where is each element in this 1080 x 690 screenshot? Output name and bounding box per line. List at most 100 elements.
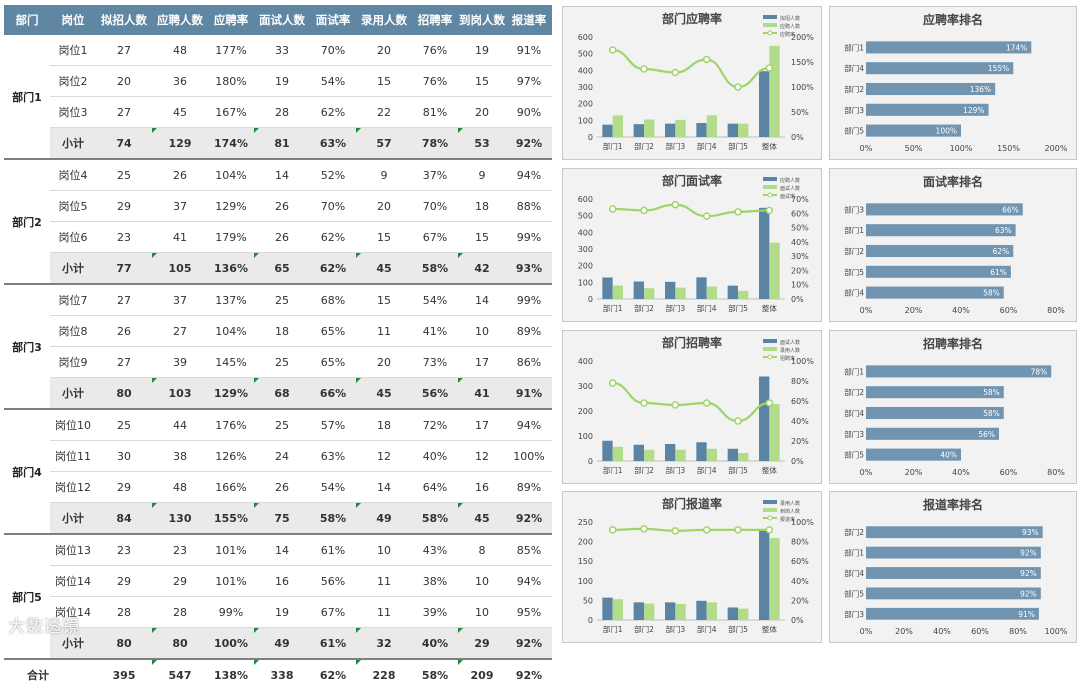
legend-swatch <box>763 23 777 27</box>
column-header: 应聘率 <box>208 5 254 35</box>
table-cell: 19 <box>254 65 310 97</box>
rank-panel-interview-rate: 面试率排名 0% 20% 40% 60% 80% 部门3 66% 部门1 63% 部门2 62% 部门5… <box>829 168 1077 322</box>
table-cell: 48 <box>152 471 208 503</box>
table-cell: 9 <box>458 159 506 191</box>
subtotal-cell: 小计 <box>50 377 96 410</box>
x-tick-label: 0% <box>860 306 873 315</box>
y-category-label: 部门4 <box>844 408 864 418</box>
recruitment-table: 部门 岗位 拟招人数 应聘人数 应聘率 面试人数 面试率 录用人数 招聘率 到岗人数 报道率 部门1… <box>4 5 552 690</box>
subtotal-row: 小计 80 103 129% 68 66% 45 56% 41 91% <box>4 377 552 410</box>
table-cell: 56% <box>310 565 356 597</box>
legend-swatch <box>763 185 777 189</box>
rank-chart-hire-rate: 招聘率排名 0% 20% 40% 60% 80% 部门1 78% 部门2 58% 部门4 58% 部门3… <box>844 336 1065 477</box>
bar-data-label: 58% <box>983 289 1000 298</box>
table-row: 岗位11 30 38 126% 24 63% 12 40% 12 100% <box>4 440 552 472</box>
y-tick-label: 250 <box>578 518 593 527</box>
y-category-label: 部门1 <box>844 548 864 558</box>
x-tick-label: 整体 <box>762 465 777 475</box>
y2-tick-label: 0% <box>791 457 804 466</box>
y-category-label: 部门5 <box>844 588 864 598</box>
y-tick-label: 400 <box>578 66 593 75</box>
table-cell: 15 <box>356 65 412 97</box>
subtotal-cell: 103 <box>152 377 208 410</box>
subtotal-cell: 105 <box>152 252 208 285</box>
y2-tick-label: 0% <box>791 616 804 625</box>
x-tick-label: 部门3 <box>665 141 685 151</box>
rank-bar <box>866 365 1052 378</box>
bar-series2 <box>644 288 655 299</box>
rate-point <box>671 527 680 535</box>
rank-bar <box>866 607 1039 620</box>
table-cell: 岗位7 <box>50 284 96 316</box>
y-category-label: 部门3 <box>844 429 864 439</box>
x-tick-label: 0% <box>860 468 873 477</box>
y-tick-label: 300 <box>578 245 593 254</box>
legend-label: 面试人数 <box>780 185 800 192</box>
table-cell: 27 <box>96 35 152 66</box>
bar-series1 <box>633 602 644 620</box>
y-category-label: 部门5 <box>844 126 864 136</box>
table-cell: 11 <box>356 596 412 628</box>
table-cell: 岗位4 <box>50 159 96 191</box>
rate-point <box>734 526 742 534</box>
rank-chart-apply-rate: 应聘率排名 0% 50% 100% 150% 200% 部门1 174% 部门4 155% 部门2 1… <box>844 12 1068 153</box>
column-header: 到岗人数 <box>458 5 506 35</box>
table-cell: 10 <box>458 596 506 628</box>
bar-data-label: 136% <box>970 85 991 94</box>
y2-tick-label: 50% <box>791 224 809 233</box>
table-cell: 176% <box>208 409 254 441</box>
table-cell: 39 <box>152 346 208 378</box>
subtotal-cell: 93% <box>506 252 552 285</box>
subtotal-cell: 129 <box>152 127 208 160</box>
table-cell: 8 <box>458 534 506 566</box>
y-category-label: 部门5 <box>844 267 864 277</box>
bar-series2 <box>769 538 780 620</box>
bar-data-label: 66% <box>1002 205 1019 214</box>
rate-point <box>640 399 648 407</box>
total-cell: 228 <box>356 659 412 690</box>
table-row: 岗位5 29 37 129% 26 70% 20 70% 18 88% <box>4 190 552 222</box>
bar-series2 <box>706 115 718 137</box>
legend-label: 面试率 <box>780 193 795 200</box>
table-cell: 100% <box>506 440 552 472</box>
table-cell: 14 <box>356 471 412 503</box>
table-cell: 9 <box>356 159 412 191</box>
table-cell: 29 <box>152 565 208 597</box>
legend-marker <box>767 192 773 198</box>
table-cell: 15 <box>356 221 412 253</box>
table-cell: 36 <box>152 65 208 97</box>
rank-panel-apply-rate: 应聘率排名 0% 50% 100% 150% 200% 部门1 174% 部门4 155% 部门2 1… <box>829 6 1077 160</box>
table-cell: 104% <box>208 159 254 191</box>
table-cell: 166% <box>208 471 254 503</box>
bar-data-label: 129% <box>963 106 984 115</box>
bar-series2 <box>738 608 749 620</box>
table-cell: 20 <box>356 346 412 378</box>
y2-tick-label: 100% <box>791 518 814 527</box>
table-cell: 41% <box>412 315 458 347</box>
table-cell: 64% <box>412 471 458 503</box>
y-tick-label: 0 <box>588 133 593 142</box>
total-cell: 138% <box>208 659 254 690</box>
rate-point <box>608 526 617 534</box>
table-row: 岗位2 20 36 180% 19 54% 15 76% 15 97% <box>4 65 552 97</box>
x-tick-label: 部门2 <box>634 465 654 475</box>
total-cell: 209 <box>458 659 506 690</box>
table-cell: 63% <box>310 440 356 472</box>
table-cell: 10 <box>458 315 506 347</box>
legend-swatch <box>763 15 777 19</box>
table-cell: 97% <box>506 65 552 97</box>
table-row: 岗位3 27 45 167% 28 62% 22 81% 20 90% <box>4 96 552 128</box>
subtotal-cell: 45 <box>356 377 412 410</box>
table-cell: 73% <box>412 346 458 378</box>
rate-point <box>702 526 711 534</box>
table-cell: 16 <box>254 565 310 597</box>
subtotal-cell: 80 <box>152 627 208 660</box>
bar-data-label: 100% <box>936 127 957 136</box>
x-tick-label: 整体 <box>762 141 777 151</box>
table-cell: 90% <box>506 96 552 128</box>
chart-title: 部门面试率 <box>662 173 722 188</box>
rank-bar <box>866 41 1032 54</box>
y-category-label: 部门4 <box>844 568 864 578</box>
y-category-label: 部门3 <box>844 609 864 619</box>
